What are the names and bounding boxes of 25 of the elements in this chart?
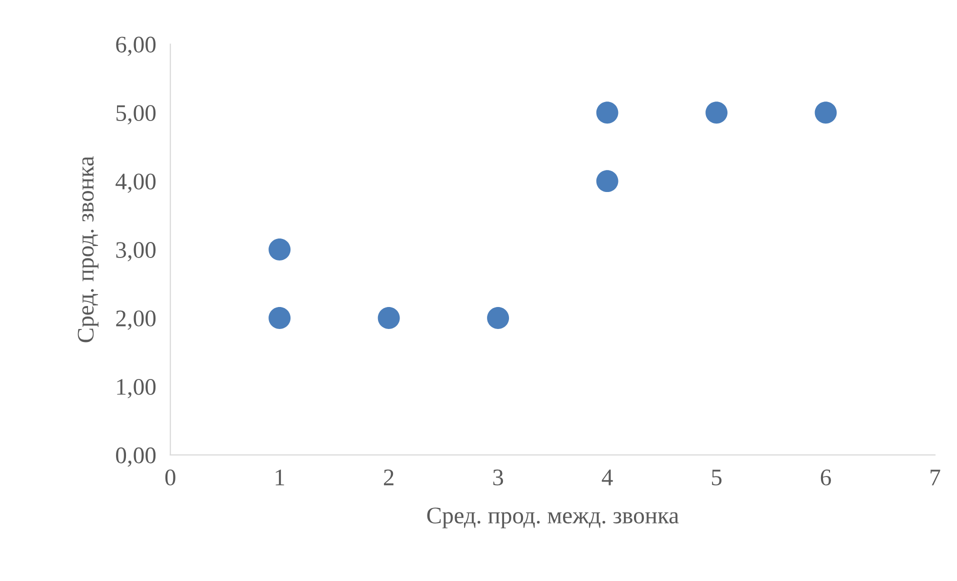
y-tick-label: 4,00	[116, 174, 156, 193]
y-tick-label: 6,00	[116, 36, 156, 56]
y-tick-label: 5,00	[116, 105, 156, 124]
y-tick-label: 2,00	[116, 310, 156, 330]
point	[268, 238, 291, 261]
x-tick-label: 7	[930, 470, 940, 486]
y-tick-label: 0,00	[116, 447, 156, 467]
y-axis-title: Сред. прод. звонка	[78, 156, 98, 342]
point	[268, 307, 291, 329]
point	[378, 307, 400, 329]
x-axis-title: Сред. прод. межд. звонка	[427, 508, 679, 528]
x-tick-label: 1	[276, 470, 284, 486]
x-tick-label: 2	[384, 470, 394, 486]
point	[596, 170, 618, 192]
x-tick-label: 4	[602, 470, 613, 486]
y-tick-label: 1,00	[117, 378, 156, 398]
y-tick-label: 3,00	[116, 242, 156, 262]
point	[487, 307, 510, 329]
point	[814, 102, 837, 124]
point	[706, 102, 728, 124]
x-tick-label: 0	[165, 469, 176, 486]
x-tick-label: 3	[493, 470, 504, 486]
x-tick-label: 5	[712, 470, 722, 486]
x-tick-label: 6	[820, 470, 831, 486]
point	[596, 102, 618, 124]
